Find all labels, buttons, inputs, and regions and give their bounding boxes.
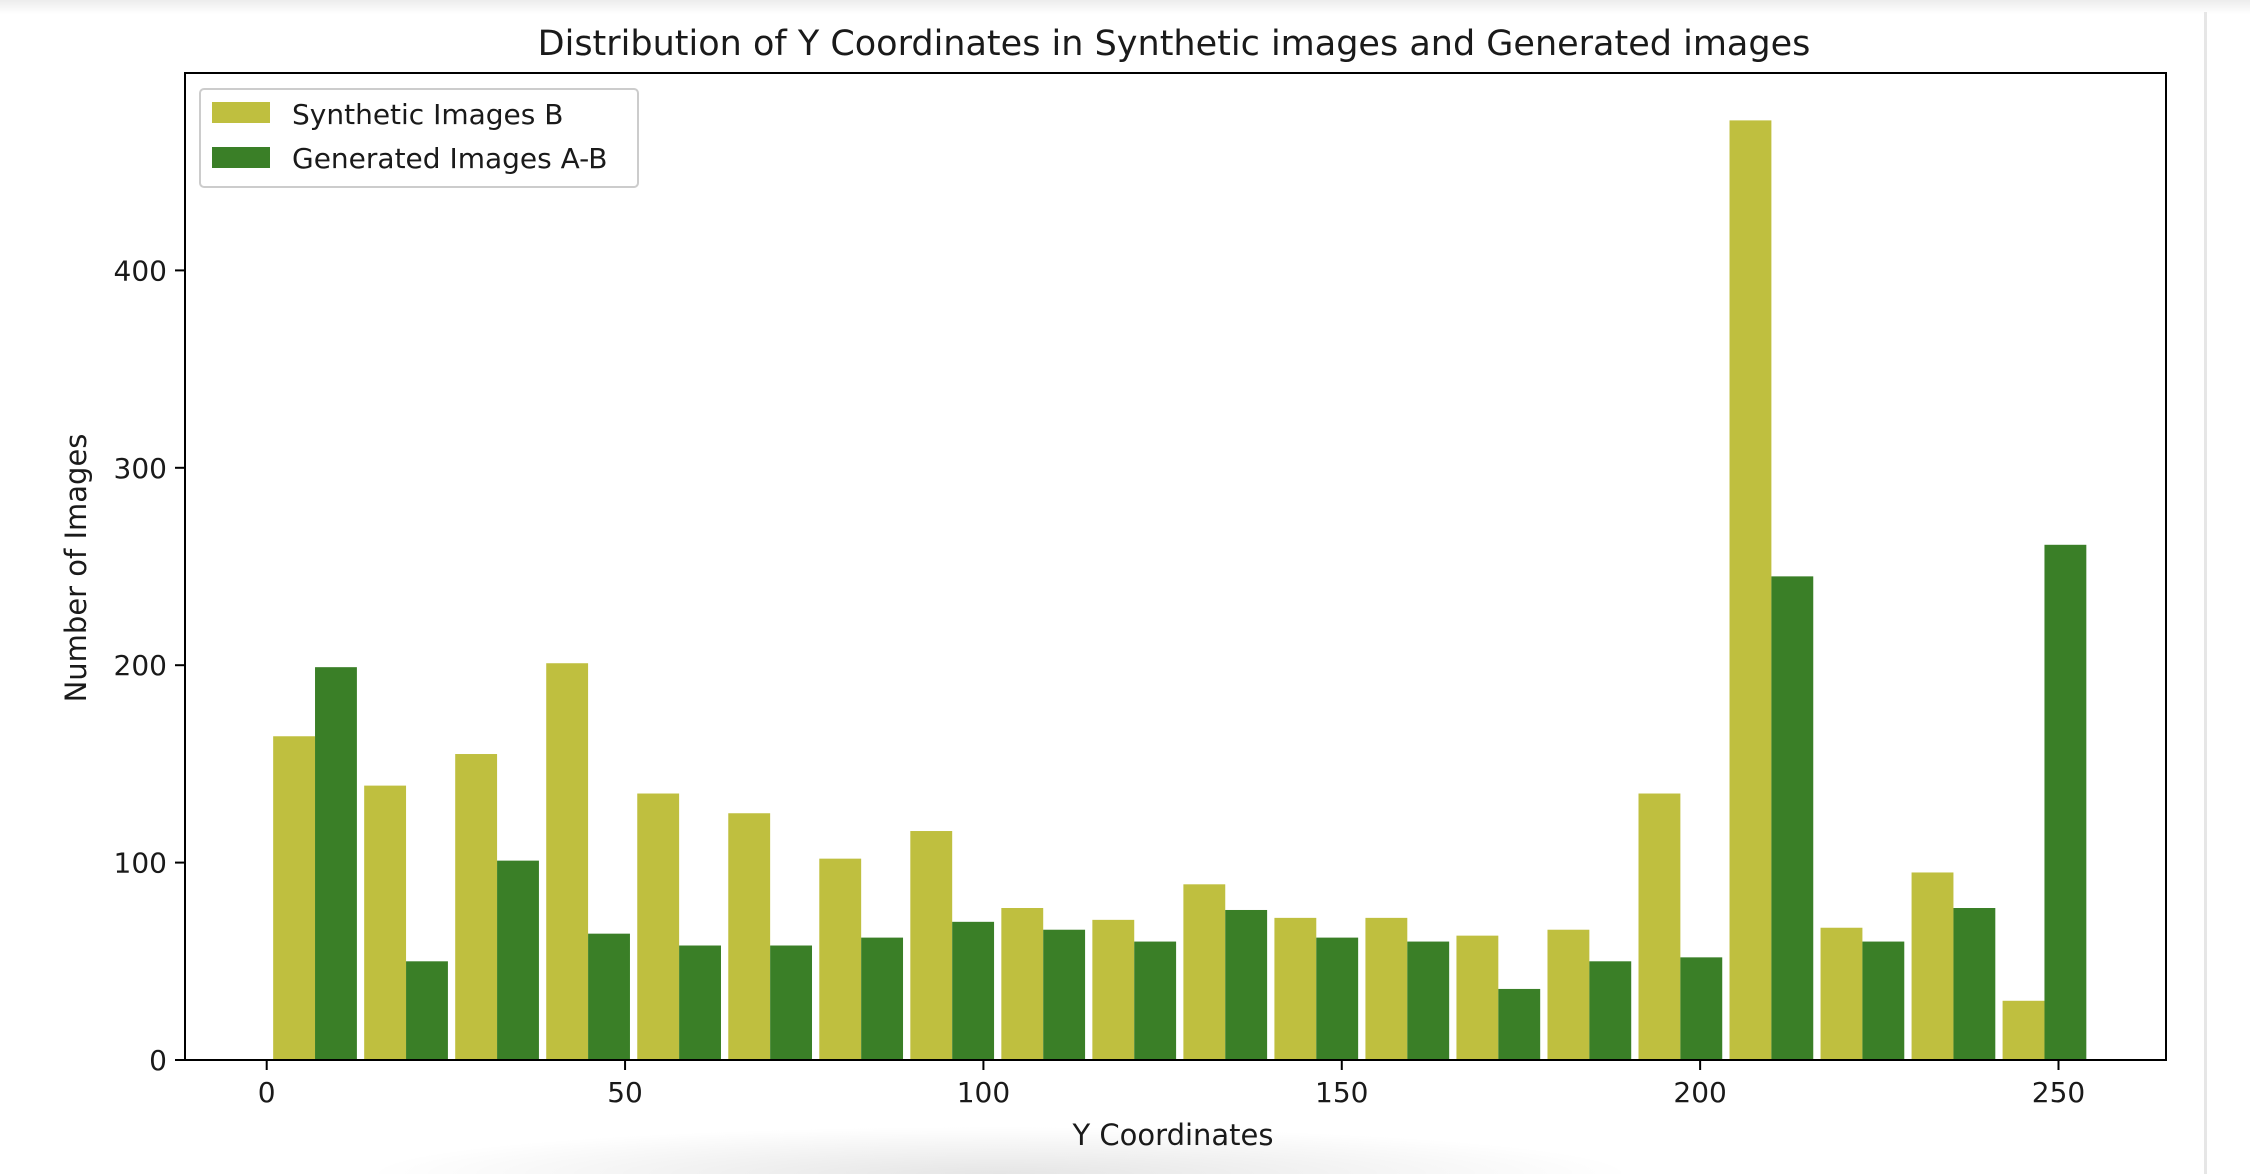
y-tick-label-400: 400	[114, 254, 167, 287]
bar-generated-13	[1498, 988, 1541, 1060]
bar-synthetic-17	[1820, 927, 1863, 1060]
x-tick-label-0: 0	[258, 1076, 276, 1109]
bar-generated-18	[1953, 908, 1996, 1060]
x-tick-label-250: 250	[2032, 1076, 2085, 1109]
x-tick-label-200: 200	[1673, 1076, 1726, 1109]
bar-generated-0	[315, 667, 357, 1060]
legend-label-generated: Generated Images A-B	[292, 142, 607, 175]
y-tick-label-300: 300	[114, 452, 167, 485]
bar-chart: Distribution of Y Coordinates in Synthet…	[59, 24, 2167, 1152]
bottom-shadow	[360, 1126, 1640, 1174]
bar-generated-2	[497, 860, 539, 1060]
legend-swatch-synthetic	[212, 102, 270, 123]
plot-frame	[184, 72, 2167, 1061]
bar-generated-14	[1589, 961, 1632, 1060]
bar-synthetic-7	[910, 831, 953, 1060]
bar-synthetic-2	[455, 754, 498, 1060]
bar-generated-10	[1225, 909, 1268, 1060]
bar-synthetic-6	[819, 858, 862, 1060]
x-axis-ticks: 0 50 100 150 200 250	[258, 1060, 2085, 1109]
x-tick-label-50: 50	[607, 1076, 643, 1109]
y-axis-label: Number of Images	[59, 434, 93, 703]
legend-label-synthetic: Synthetic Images B	[292, 98, 563, 131]
bar-generated-4	[679, 945, 721, 1060]
bar-synthetic-11	[1274, 917, 1317, 1060]
bar-generated-1	[406, 961, 448, 1060]
bar-synthetic-16	[1729, 120, 1772, 1060]
x-tick-label-150: 150	[1315, 1076, 1368, 1109]
bar-generated-6	[861, 937, 904, 1060]
bar-synthetic-14	[1547, 929, 1590, 1060]
bar-generated-17	[1862, 941, 1905, 1060]
bar-generated-7	[952, 921, 995, 1060]
bar-generated-16	[1771, 576, 1814, 1060]
bar-synthetic-0	[273, 736, 316, 1060]
legend: Synthetic Images B Generated Images A-B	[199, 88, 639, 188]
bar-generated-9	[1134, 941, 1177, 1060]
bar-generated-12	[1407, 941, 1450, 1060]
y-tick-label-200: 200	[114, 649, 167, 682]
bar-synthetic-10	[1183, 884, 1226, 1060]
bar-synthetic-4	[637, 793, 680, 1060]
bar-generated-19	[2044, 544, 2087, 1060]
window-top-strip	[0, 0, 2250, 14]
bar-synthetic-1	[364, 785, 407, 1060]
bar-synthetic-18	[1911, 872, 1954, 1060]
bar-generated-11	[1316, 937, 1359, 1060]
legend-box	[199, 88, 639, 188]
bars-layer	[273, 120, 2087, 1060]
scrollbar-track[interactable]	[2204, 12, 2207, 1174]
bar-synthetic-9	[1092, 919, 1135, 1060]
bar-synthetic-13	[1456, 935, 1499, 1060]
bar-synthetic-5	[728, 813, 771, 1060]
bar-synthetic-15	[1638, 793, 1681, 1060]
bar-synthetic-8	[1001, 908, 1044, 1060]
bar-synthetic-3	[546, 663, 589, 1060]
x-tick-label-100: 100	[957, 1076, 1010, 1109]
y-tick-label-100: 100	[114, 847, 167, 880]
bar-generated-15	[1680, 957, 1723, 1060]
y-tick-label-0: 0	[149, 1044, 167, 1077]
chart-title: Distribution of Y Coordinates in Synthet…	[538, 24, 1811, 64]
bar-synthetic-12	[1365, 917, 1408, 1060]
legend-swatch-generated	[212, 147, 270, 168]
bar-synthetic-19	[2002, 1000, 2045, 1060]
bar-generated-5	[770, 945, 813, 1060]
bar-generated-3	[588, 933, 630, 1060]
bar-generated-8	[1043, 929, 1086, 1060]
x-axis-label: Y Coordinates	[1071, 1118, 1273, 1152]
y-axis-ticks: 0 100 200 300 400	[114, 254, 185, 1077]
